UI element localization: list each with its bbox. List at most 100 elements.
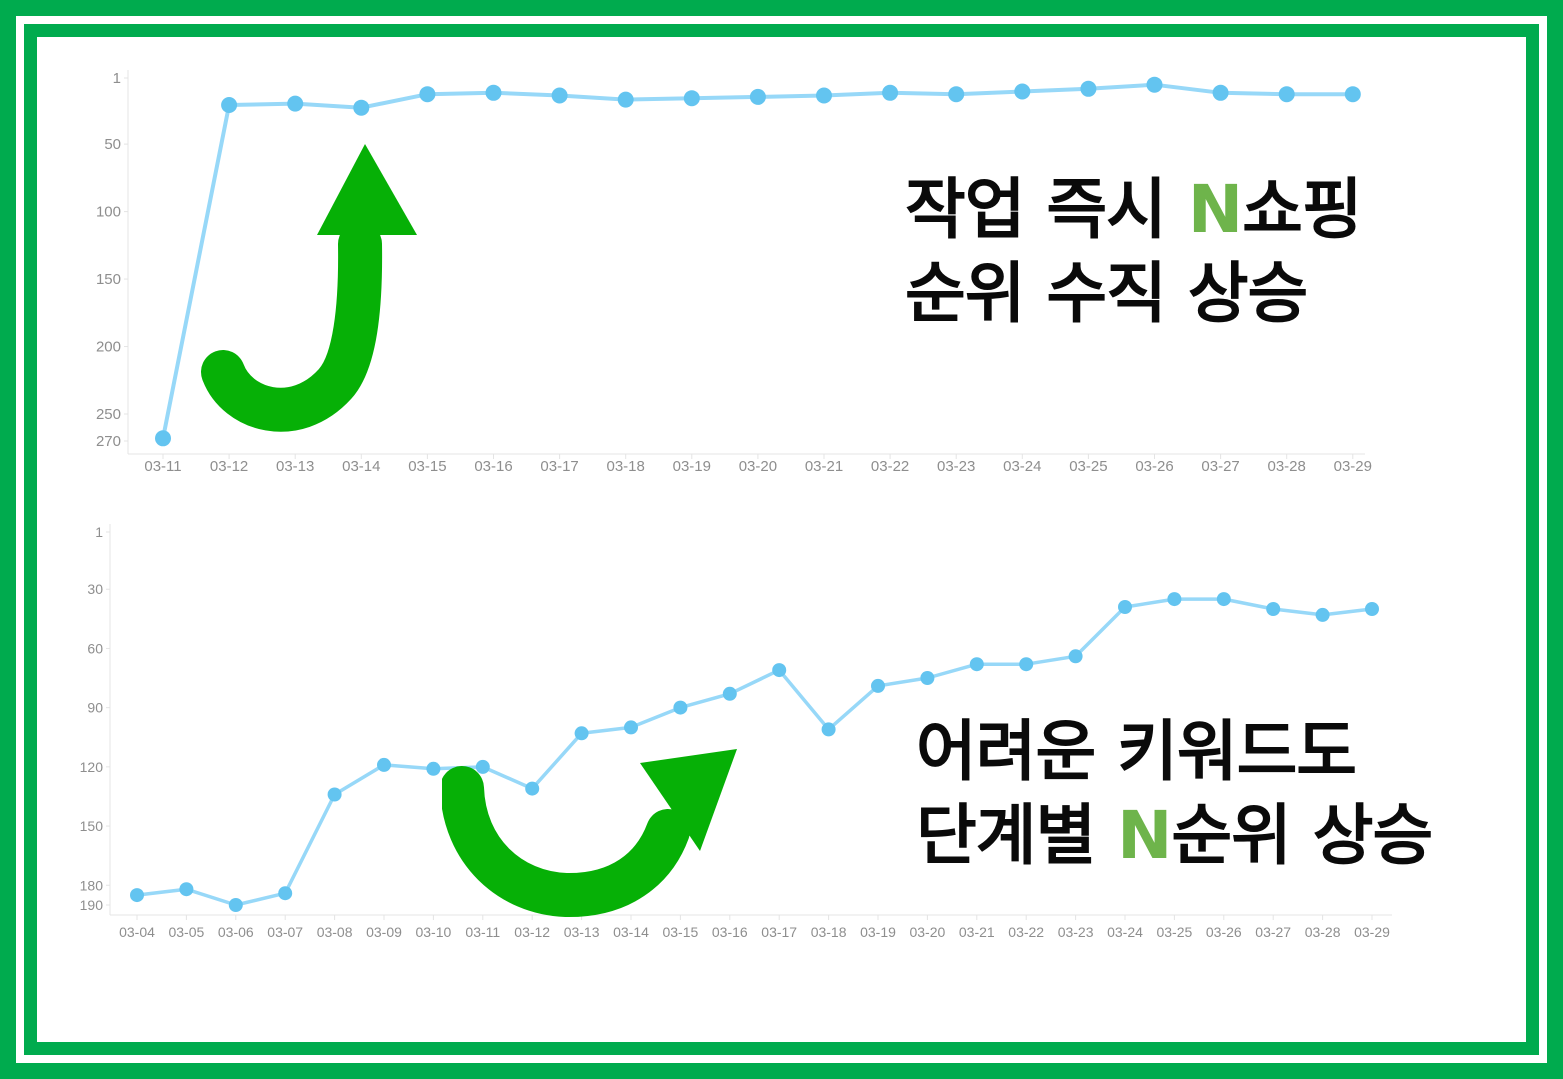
y-tick-label: 60 xyxy=(87,640,103,656)
x-tick-label: 03-05 xyxy=(168,924,204,940)
x-tick-label: 03-18 xyxy=(811,924,847,940)
x-tick-label: 03-27 xyxy=(1255,924,1291,940)
x-tick-label: 03-11 xyxy=(144,458,181,475)
data-point xyxy=(772,663,787,678)
x-tick-label: 03-26 xyxy=(1206,924,1242,940)
data-point xyxy=(1315,607,1330,622)
data-point xyxy=(155,430,171,447)
x-tick-label: 03-10 xyxy=(415,924,451,940)
data-point xyxy=(969,657,984,672)
headline-bottom-line2-prefix: 단계별 xyxy=(916,797,1118,874)
data-point xyxy=(617,91,634,108)
data-point xyxy=(1118,600,1132,614)
x-tick-label: 03-08 xyxy=(317,924,353,940)
headline-top-line1-suffix: 쇼핑 xyxy=(1242,171,1362,248)
x-tick-label: 03-26 xyxy=(1135,458,1173,475)
y-tick-label: 270 xyxy=(96,433,121,450)
headline-bottom-line1: 어려운 키워드도 xyxy=(916,713,1357,790)
rank-series-line xyxy=(135,597,1374,907)
x-tick-label: 03-22 xyxy=(871,458,909,475)
headline-top-line2: 순위 수직 상승 xyxy=(905,255,1308,332)
data-point xyxy=(722,686,737,701)
data-point xyxy=(920,671,935,685)
x-tick-label: 03-19 xyxy=(673,458,711,475)
x-tick-label: 03-25 xyxy=(1069,458,1107,475)
data-point xyxy=(1019,657,1034,672)
data-point xyxy=(327,787,342,802)
x-tick-label: 03-29 xyxy=(1334,458,1372,475)
x-tick-label: 03-13 xyxy=(564,924,600,940)
x-tick-label: 03-07 xyxy=(267,924,303,940)
x-tick-label: 03-18 xyxy=(607,458,645,475)
x-tick-label: 03-27 xyxy=(1201,458,1239,475)
x-tick-label: 03-11 xyxy=(465,924,500,940)
x-tick-label: 03-13 xyxy=(276,458,314,475)
data-point xyxy=(816,87,832,104)
data-point xyxy=(673,700,688,715)
data-point xyxy=(624,720,638,735)
x-tick-label: 03-16 xyxy=(712,924,748,940)
data-point xyxy=(1278,86,1295,103)
data-point xyxy=(821,722,836,737)
x-tick-label: 03-14 xyxy=(342,458,380,475)
headline-top-line1: 작업 즉시 N쇼핑 xyxy=(905,168,1363,252)
x-tick-label: 03-28 xyxy=(1268,458,1306,475)
x-tick-label: 03-24 xyxy=(1107,924,1143,940)
x-tick-label: 03-17 xyxy=(761,924,797,940)
headline-top: 작업 즉시 N쇼핑 순위 수직 상승 xyxy=(905,168,1363,336)
data-point xyxy=(1266,602,1281,616)
data-point xyxy=(1014,83,1031,100)
y-tick-label: 150 xyxy=(96,271,121,288)
x-tick-label: 03-06 xyxy=(218,924,254,940)
data-point xyxy=(948,86,965,103)
y-tick-label: 100 xyxy=(96,204,121,221)
y-tick-label: 200 xyxy=(96,339,121,356)
x-tick-label: 03-16 xyxy=(474,458,512,475)
data-point xyxy=(1212,84,1229,101)
y-tick-label: 50 xyxy=(104,136,121,153)
x-tick-label: 03-09 xyxy=(366,924,402,940)
y-tick-label: 30 xyxy=(87,581,103,597)
data-point xyxy=(221,97,238,113)
data-point xyxy=(353,99,370,116)
data-point xyxy=(426,761,441,776)
data-point xyxy=(551,87,568,104)
x-tick-label: 03-22 xyxy=(1008,924,1044,940)
data-point xyxy=(1216,592,1231,607)
y-tick-label: 190 xyxy=(80,897,104,913)
y-tick-label: 120 xyxy=(80,759,104,775)
data-point xyxy=(882,84,899,101)
x-tick-label: 03-15 xyxy=(662,924,698,940)
y-tick-label: 1 xyxy=(95,524,103,540)
curved-up-right-arrow-icon xyxy=(442,749,737,917)
y-tick-label: 250 xyxy=(96,406,121,423)
x-tick-label: 03-21 xyxy=(805,458,843,475)
headline-bottom: 어려운 키워드도 단계별 N순위 상승 xyxy=(916,710,1433,878)
headline-bottom-line2: 단계별 N순위 상승 xyxy=(916,794,1433,878)
x-tick-label: 03-17 xyxy=(540,458,578,475)
y-tick-label: 150 xyxy=(80,818,104,834)
data-point xyxy=(574,726,589,741)
data-point xyxy=(1068,649,1083,664)
data-point xyxy=(228,898,243,912)
data-point xyxy=(683,90,700,107)
data-point xyxy=(525,781,540,796)
x-tick-label: 03-21 xyxy=(959,924,995,940)
data-point xyxy=(749,88,766,105)
data-point xyxy=(1146,76,1163,93)
x-tick-label: 03-29 xyxy=(1354,924,1390,940)
x-tick-label: 03-28 xyxy=(1305,924,1341,940)
data-point xyxy=(871,678,885,693)
headline-top-line1-prefix: 작업 즉시 xyxy=(905,171,1188,248)
data-point xyxy=(419,86,436,103)
headline-top-accent-n: N xyxy=(1187,171,1243,248)
data-point xyxy=(485,84,502,101)
x-tick-label: 03-23 xyxy=(1058,924,1094,940)
data-point xyxy=(179,882,194,897)
x-tick-label: 03-12 xyxy=(514,924,550,940)
y-tick-label: 90 xyxy=(87,700,103,716)
data-point xyxy=(130,888,144,903)
up-arrow-icon xyxy=(201,144,417,432)
